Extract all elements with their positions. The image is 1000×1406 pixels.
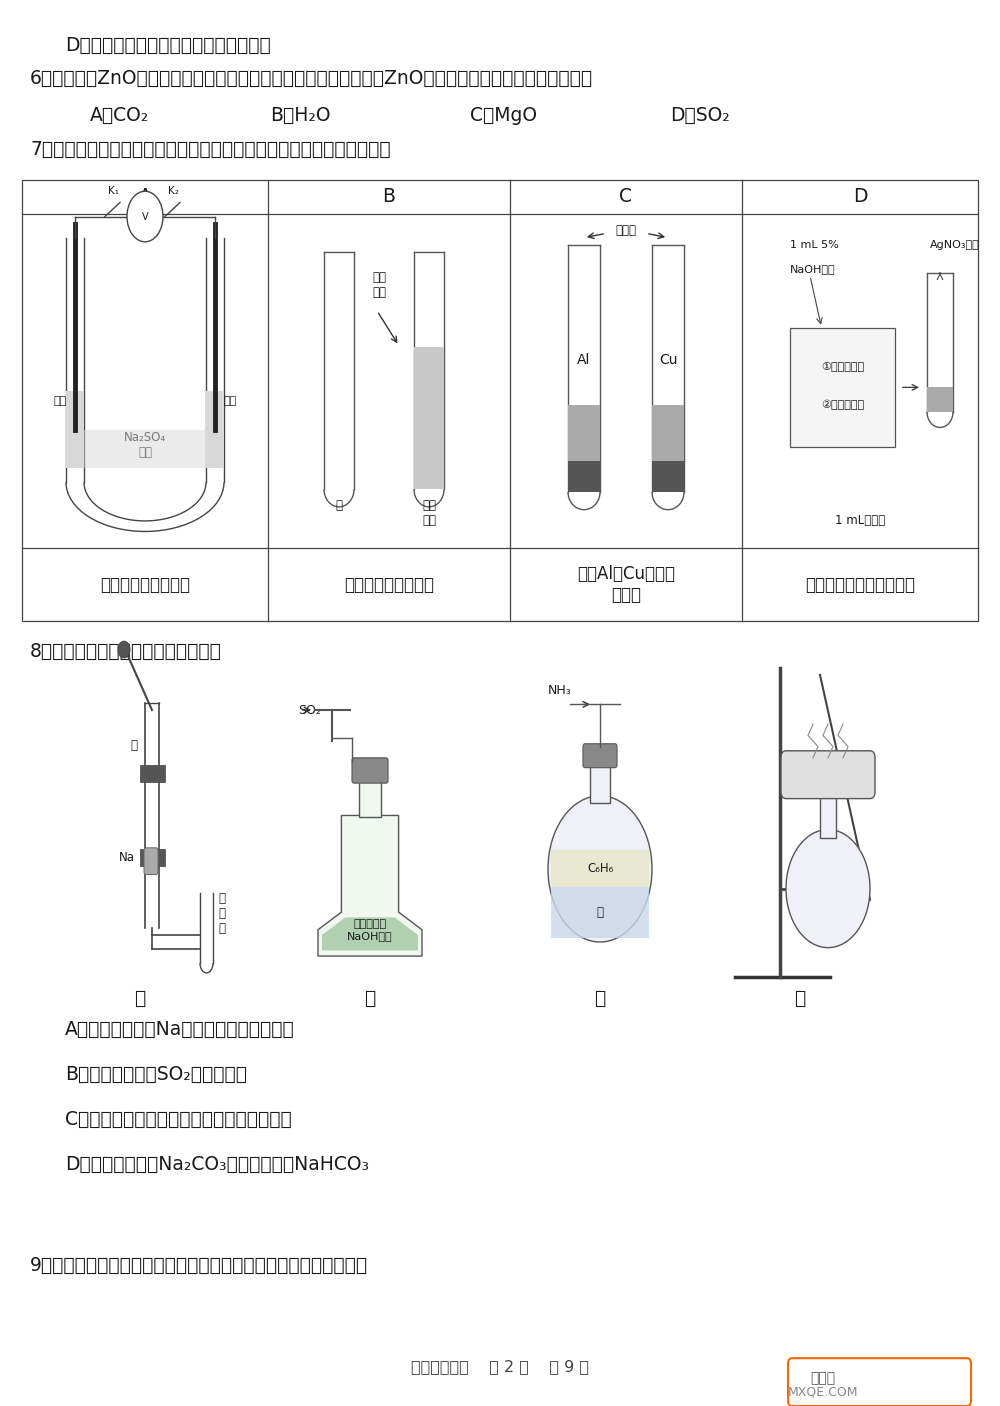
Text: ①加热、静置: ①加热、静置: [821, 361, 864, 371]
Bar: [568, 461, 600, 492]
Text: K₁: K₁: [108, 186, 119, 197]
Text: C．用装置丙做实验室制氨气的尾气吸收装置: C．用装置丙做实验室制氨气的尾气吸收装置: [65, 1109, 292, 1129]
Text: 答案圈: 答案圈: [810, 1371, 836, 1385]
Text: 8．下列实验设计能达成实验目的的是: 8．下列实验设计能达成实验目的的是: [30, 641, 222, 661]
Text: 制作简单的燃料电池: 制作简单的燃料电池: [100, 576, 190, 593]
Circle shape: [127, 191, 163, 242]
Text: B: B: [382, 187, 396, 207]
Bar: [590, 761, 610, 803]
Text: Cu: Cu: [659, 353, 677, 367]
Text: NH₃: NH₃: [548, 683, 572, 697]
Bar: [927, 387, 953, 412]
Text: 饱和
溴水: 饱和 溴水: [372, 271, 386, 299]
Text: B．用装置乙验证SO₂具有漂白性: B．用装置乙验证SO₂具有漂白性: [65, 1064, 247, 1084]
Text: 浓硝酸: 浓硝酸: [616, 224, 637, 236]
Bar: [84, 430, 206, 468]
Text: D．用装置丁除去Na₂CO₃固体中少量的NaHCO₃: D．用装置丁除去Na₂CO₃固体中少量的NaHCO₃: [65, 1154, 369, 1174]
FancyBboxPatch shape: [352, 758, 388, 783]
Text: ②取上层清液: ②取上层清液: [821, 401, 864, 411]
Text: V: V: [142, 211, 148, 222]
Text: A: A: [139, 187, 151, 207]
Text: 7．利用下列装置（夹持装置略）或操作进行实验，能达到实验目的的是: 7．利用下列装置（夹持装置略）或操作进行实验，能达到实验目的的是: [30, 139, 391, 159]
Text: 苯: 苯: [336, 499, 342, 512]
Text: C₆H₆: C₆H₆: [587, 862, 613, 875]
FancyBboxPatch shape: [583, 744, 617, 768]
Text: 1 mL溴乙烷: 1 mL溴乙烷: [835, 513, 885, 527]
Text: D．用煤气灶燃烧天然气为炒菜提供热量: D．用煤气灶燃烧天然气为炒菜提供热量: [65, 35, 271, 55]
Text: 红
墨
水: 红 墨 水: [218, 893, 225, 935]
Bar: [140, 849, 165, 866]
Polygon shape: [322, 918, 418, 950]
Text: 乙: 乙: [364, 988, 376, 1008]
Text: 高三化学试卷    第 2 页    共 9 页: 高三化学试卷 第 2 页 共 9 页: [411, 1360, 589, 1374]
Circle shape: [786, 830, 870, 948]
Text: Na: Na: [119, 851, 135, 865]
Text: 比较Al和Cu的金属
活动性: 比较Al和Cu的金属 活动性: [577, 565, 675, 605]
FancyBboxPatch shape: [144, 848, 158, 875]
Text: NaOH溶液: NaOH溶液: [790, 263, 836, 274]
Text: 检验溴乙烷中含有溴元素: 检验溴乙烷中含有溴元素: [805, 576, 915, 593]
Text: 水: 水: [596, 905, 604, 918]
Bar: [551, 851, 649, 887]
Text: MXQE.COM: MXQE.COM: [788, 1385, 858, 1399]
Bar: [359, 775, 381, 817]
Text: D．SO₂: D．SO₂: [670, 105, 730, 125]
Text: 石墨: 石墨: [223, 396, 236, 406]
Text: A．用装置甲验证Na与水的反应为放热反应: A．用装置甲验证Na与水的反应为放热反应: [65, 1019, 295, 1039]
Text: 1 mL 5%: 1 mL 5%: [790, 239, 839, 250]
Text: SO₂: SO₂: [298, 703, 321, 717]
Bar: [820, 793, 836, 838]
Text: D: D: [853, 187, 867, 207]
Text: 苯酚
溶液: 苯酚 溶液: [422, 499, 436, 527]
Text: Na₂SO₄
溶液: Na₂SO₄ 溶液: [124, 432, 166, 458]
Bar: [652, 461, 684, 492]
Text: A．CO₂: A．CO₂: [90, 105, 149, 125]
Bar: [140, 765, 165, 782]
Bar: [568, 405, 600, 461]
FancyBboxPatch shape: [781, 751, 875, 799]
Text: 石墨: 石墨: [54, 396, 67, 406]
Text: 水: 水: [130, 738, 137, 752]
Text: B．H₂O: B．H₂O: [270, 105, 330, 125]
Bar: [551, 887, 649, 938]
Circle shape: [118, 641, 130, 658]
Bar: [22, 180, 978, 621]
Bar: [66, 391, 84, 468]
Bar: [206, 391, 224, 468]
Text: 丁: 丁: [794, 988, 806, 1008]
Text: 6．氧化锌（ZnO）是白色粉末，可用于湿疹、癣等皮肤病的治疗。ZnO跟下列哪种物质可归为一类氧化物: 6．氧化锌（ZnO）是白色粉末，可用于湿疹、癣等皮肤病的治疗。ZnO跟下列哪种物…: [30, 69, 593, 89]
Text: 证明苯环使羟基活化: 证明苯环使羟基活化: [344, 576, 434, 593]
Text: AgNO₃溶液: AgNO₃溶液: [930, 239, 980, 250]
Text: 加了酚酞的
NaOH溶液: 加了酚酞的 NaOH溶液: [347, 920, 393, 941]
Text: 甲: 甲: [134, 988, 146, 1008]
Polygon shape: [318, 815, 422, 956]
Text: K₂: K₂: [168, 186, 178, 197]
Circle shape: [548, 796, 652, 942]
Text: 丙: 丙: [594, 988, 606, 1008]
Text: 9．实验室制备下列气体所选试剂、制备装置及收集方法均正确的是: 9．实验室制备下列气体所选试剂、制备装置及收集方法均正确的是: [30, 1256, 368, 1275]
Text: C: C: [620, 187, 633, 207]
Bar: [652, 405, 684, 461]
Text: C．MgO: C．MgO: [470, 105, 537, 125]
FancyBboxPatch shape: [790, 328, 895, 447]
Text: Al: Al: [577, 353, 591, 367]
Bar: [414, 347, 444, 489]
